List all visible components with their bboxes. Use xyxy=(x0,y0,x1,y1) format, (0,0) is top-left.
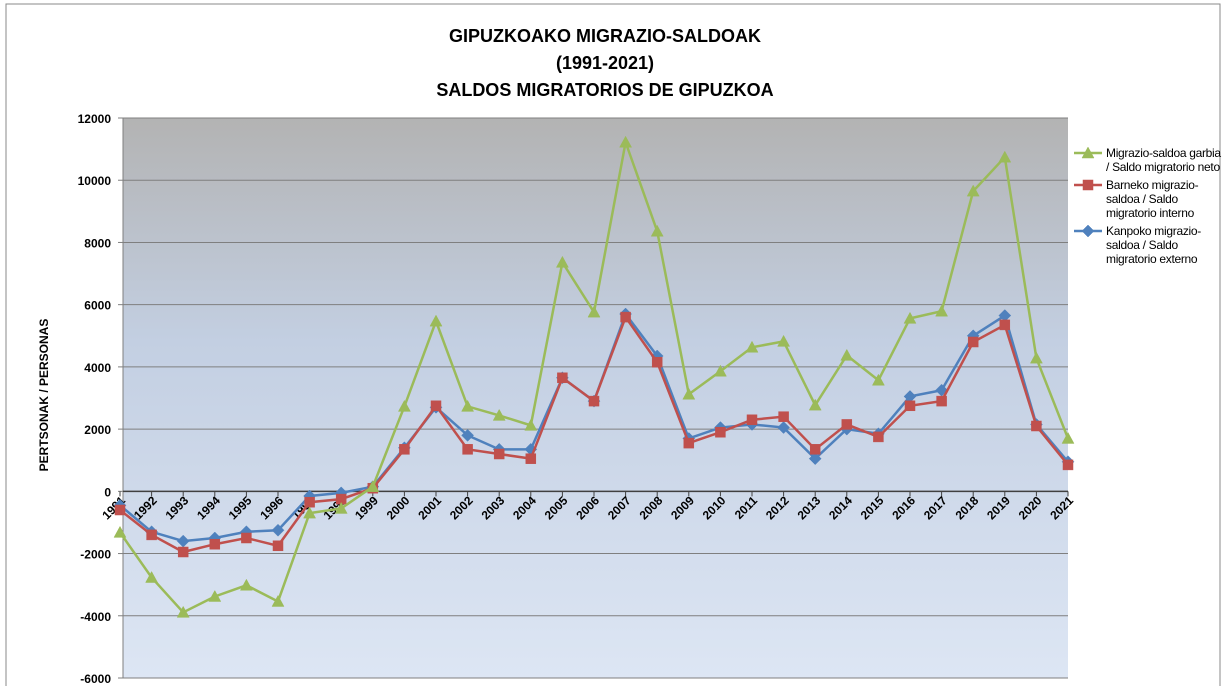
marker xyxy=(113,525,127,538)
marker xyxy=(1081,146,1095,159)
legend-entry: Migrazio-saldoa garbia / Saldo migratori… xyxy=(1072,146,1222,174)
marker xyxy=(1082,179,1094,191)
marker xyxy=(840,348,854,361)
marker xyxy=(462,444,473,455)
y-tick-label: 0 xyxy=(104,485,111,499)
marker xyxy=(967,336,979,348)
marker xyxy=(271,523,285,537)
marker xyxy=(1061,431,1075,444)
marker xyxy=(650,224,664,237)
marker xyxy=(904,400,916,412)
marker xyxy=(619,135,633,148)
marker xyxy=(239,578,253,591)
y-axis-label: PERTSONAK / PERSONAS xyxy=(37,319,51,472)
legend-label: Barneko migrazio-saldoa / Saldo migrator… xyxy=(1106,178,1199,220)
marker xyxy=(999,319,1011,331)
marker xyxy=(209,538,221,550)
legend-label: Migrazio-saldoa garbia / Saldo migratori… xyxy=(1106,146,1221,174)
legend-label: Kanpoko migrazio-saldoa / Saldo migrator… xyxy=(1106,224,1201,266)
marker xyxy=(713,364,727,377)
marker xyxy=(176,605,190,618)
chart-title: (1991-2021) xyxy=(556,53,654,73)
y-tick-label: -2000 xyxy=(80,548,111,562)
marker xyxy=(871,373,885,386)
marker xyxy=(873,431,884,443)
marker xyxy=(1029,351,1043,364)
marker xyxy=(620,311,631,323)
marker xyxy=(841,419,853,430)
chart-title: SALDOS MIGRATORIOS DE GIPUZKOA xyxy=(436,80,773,100)
y-tick-label: 12000 xyxy=(78,112,112,126)
marker xyxy=(272,540,284,552)
marker xyxy=(587,305,601,318)
marker xyxy=(745,340,759,353)
marker xyxy=(430,400,442,412)
marker xyxy=(746,414,758,426)
marker xyxy=(998,150,1012,163)
marker xyxy=(1031,420,1042,432)
marker xyxy=(651,356,663,368)
marker xyxy=(399,444,410,455)
marker xyxy=(366,480,380,492)
marker xyxy=(935,304,949,317)
marker xyxy=(715,426,726,438)
marker xyxy=(397,399,411,412)
y-tick-label: 8000 xyxy=(84,236,111,250)
legend-entry: Barneko migrazio-saldoa / Saldo migrator… xyxy=(1072,178,1222,220)
marker xyxy=(588,395,600,407)
marker xyxy=(461,428,474,442)
marker xyxy=(936,395,947,407)
y-tick-label: 2000 xyxy=(84,423,111,437)
legend-entry: Kanpoko migrazio-saldoa / Saldo migrator… xyxy=(1072,224,1222,266)
legend-icon xyxy=(1074,146,1102,159)
y-tick-label: -4000 xyxy=(80,610,111,624)
marker xyxy=(461,399,475,412)
marker xyxy=(334,501,348,514)
marker xyxy=(903,311,917,324)
y-tick-label: 6000 xyxy=(84,299,111,313)
marker xyxy=(557,372,568,384)
marker xyxy=(808,398,822,411)
marker xyxy=(524,418,538,431)
marker xyxy=(682,387,696,400)
marker xyxy=(966,184,980,197)
legend: Migrazio-saldoa garbia / Saldo migratori… xyxy=(1072,146,1222,270)
marker xyxy=(493,448,505,460)
marker xyxy=(241,532,252,544)
marker xyxy=(808,452,822,466)
marker xyxy=(304,496,315,508)
marker xyxy=(809,444,821,455)
marker xyxy=(777,421,790,434)
legend-icon xyxy=(1074,179,1102,191)
marker xyxy=(1062,459,1074,471)
y-tick-label: -6000 xyxy=(80,672,111,686)
marker xyxy=(271,594,285,607)
marker xyxy=(146,529,157,541)
marker xyxy=(303,506,317,519)
marker xyxy=(114,504,126,516)
marker xyxy=(525,453,537,464)
marker xyxy=(555,255,569,268)
chart-border xyxy=(5,3,1221,686)
y-tick-label: 4000 xyxy=(84,361,111,375)
marker xyxy=(683,437,695,449)
marker xyxy=(492,408,506,421)
marker xyxy=(208,589,222,602)
legend-icon xyxy=(1074,224,1102,238)
marker xyxy=(777,334,791,347)
marker xyxy=(778,411,789,422)
marker xyxy=(177,546,189,558)
marker xyxy=(1081,224,1095,238)
marker xyxy=(429,314,443,327)
chart-title: GIPUZKOAKO MIGRAZIO-SALDOAK xyxy=(449,26,761,46)
marker xyxy=(145,570,159,583)
y-tick-label: 10000 xyxy=(78,174,112,188)
